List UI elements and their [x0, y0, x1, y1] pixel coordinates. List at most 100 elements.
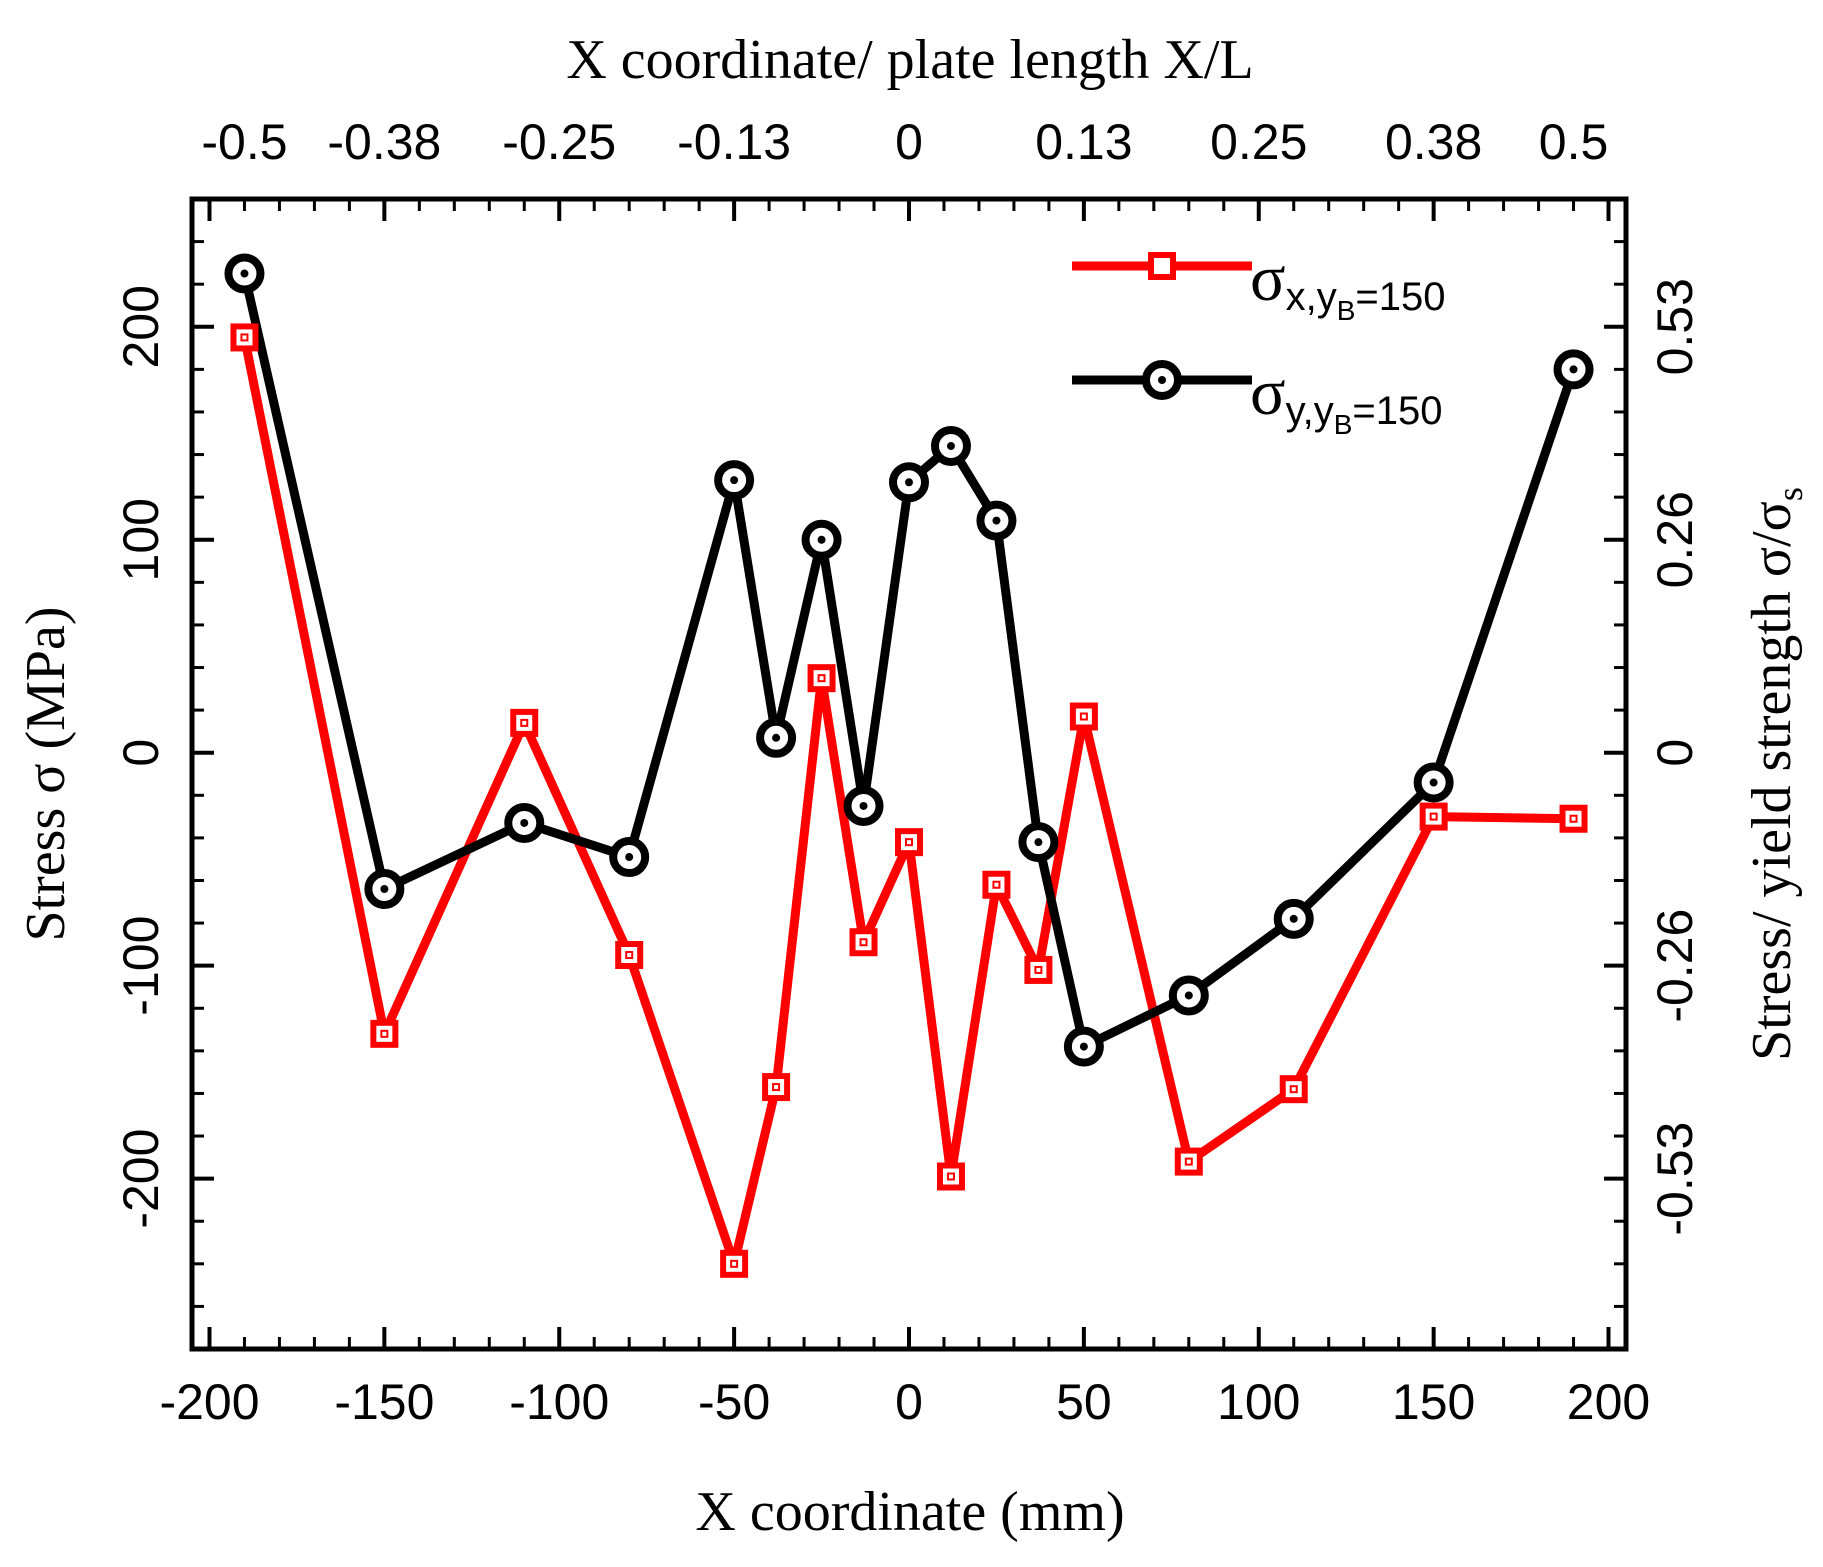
data-point-sigma-x [370, 1019, 399, 1048]
x-tick-label: -200 [159, 1374, 259, 1430]
x2-tick-label: -0.38 [327, 114, 441, 170]
legend-sigma-y-subsub: B [1334, 409, 1353, 440]
legend-sigma-x-main: σ [1250, 242, 1286, 315]
y2-tick-label: 0 [1647, 739, 1703, 767]
x2-tick-label: -0.13 [677, 114, 791, 170]
legend: σx,yB=150 σy,yB=150 [1072, 242, 1446, 440]
data-point-sigma-x-inner [240, 333, 249, 342]
data-point-sigma-y-dot [946, 442, 955, 451]
legend-sigma-y-main: σ [1250, 356, 1286, 429]
x2-tick-label: 0.5 [1539, 114, 1609, 170]
data-point-sigma-x [1279, 1075, 1308, 1104]
x2-tick-label: 0.38 [1385, 114, 1482, 170]
x2-tick-label: 0 [895, 114, 923, 170]
x-tick-label: 150 [1392, 1374, 1475, 1430]
data-point-sigma-x-inner [625, 951, 634, 960]
x-tick-label: -100 [509, 1374, 609, 1430]
data-point-sigma-x-inner [1184, 1157, 1193, 1166]
data-point-sigma-y-dot [625, 853, 634, 862]
y-tick-label: 0 [113, 739, 169, 767]
data-point-sigma-x [1559, 804, 1588, 833]
legend-marker-sigma-x [1148, 252, 1176, 280]
data-point-sigma-x-inner [992, 880, 1001, 889]
x2-axis-title: X coordinate/ plate length X/L [566, 29, 1253, 91]
data-point-sigma-x [230, 323, 259, 352]
legend-sigma-x-subsub: B [1337, 295, 1356, 326]
y2-axis-title-sub: s [1770, 487, 1810, 501]
legend-marker-sigma-y-dot [1158, 376, 1166, 384]
data-point-sigma-y-dot [1184, 991, 1193, 1000]
x-tick-label: 0 [895, 1374, 923, 1430]
legend-sigma-y-tail: =150 [1352, 389, 1442, 433]
data-point-sigma-y-dot [905, 478, 913, 487]
ticks [192, 199, 1626, 1349]
data-point-sigma-x [807, 664, 836, 693]
data-point-sigma-x-inner [817, 674, 826, 683]
data-point-sigma-x-inner [1429, 812, 1438, 821]
y2-axis-title-main: Stress/ yield strength σ/σ [1741, 501, 1803, 1061]
legend-label-sigma-x: σx,yB=150 [1250, 242, 1446, 326]
x2-tick-label: 0.25 [1210, 114, 1307, 170]
data-point-sigma-x [615, 941, 644, 970]
data-point-sigma-x [1174, 1147, 1203, 1176]
data-point-sigma-y-dot [1289, 914, 1298, 923]
data-point-sigma-x [982, 870, 1011, 899]
data-point-sigma-x-inner [946, 1172, 955, 1181]
data-point-sigma-y-dot [1569, 365, 1578, 374]
data-point-sigma-x-inner [730, 1259, 739, 1268]
data-point-sigma-x [849, 928, 878, 957]
data-point-sigma-y-dot [730, 476, 739, 485]
x2-tick-label: 0.13 [1035, 114, 1132, 170]
data-point-sigma-x [1419, 802, 1448, 831]
tick-labels: -200 -150 -100 -50 0 50 100 150 200 -0.5 -0.38 -0.2… [113, 114, 1703, 1430]
x-tick-label: 100 [1217, 1374, 1300, 1430]
data-point-sigma-x-inner [380, 1029, 389, 1038]
data-point-sigma-x [936, 1162, 965, 1191]
data-point-sigma-x [1024, 955, 1053, 984]
series-layer [224, 253, 1594, 1278]
data-point-sigma-y-dot [520, 818, 529, 827]
y-tick-label: 100 [113, 498, 169, 581]
data-point-sigma-y-dot [859, 801, 868, 810]
data-point-sigma-x [895, 828, 923, 857]
data-point-sigma-x-inner [1034, 965, 1043, 974]
x-tick-label: 200 [1567, 1374, 1650, 1430]
x-tick-label: -150 [334, 1374, 434, 1430]
data-point-sigma-y-dot [1034, 838, 1043, 847]
y2-tick-label: -0.53 [1647, 1122, 1703, 1236]
data-point-sigma-x [1069, 702, 1098, 731]
data-point-sigma-x [720, 1249, 749, 1278]
data-point-sigma-x-inner [1289, 1085, 1298, 1094]
x2-tick-label: -0.5 [201, 114, 287, 170]
y-tick-label: 200 [113, 285, 169, 368]
data-point-sigma-y-dot [1079, 1042, 1088, 1051]
x-axis-title: X coordinate (mm) [695, 1481, 1124, 1543]
data-point-sigma-y-dot [992, 516, 1001, 525]
data-point-sigma-y-dot [1429, 778, 1438, 787]
y2-axis-title: Stress/ yield strength σ/σs [1741, 487, 1810, 1061]
data-point-sigma-x-inner [772, 1083, 781, 1092]
data-point-sigma-y-dot [772, 733, 781, 742]
legend-label-sigma-y: σy,yB=150 [1250, 356, 1443, 440]
y2-tick-label: -0.26 [1647, 909, 1703, 1023]
data-point-sigma-x-inner [1079, 712, 1088, 721]
legend-sigma-x-sub: x,y [1286, 275, 1337, 319]
x2-tick-label: -0.25 [502, 114, 616, 170]
data-point-sigma-x [510, 708, 539, 737]
plot-frame [189, 196, 1629, 1352]
data-point-sigma-y-dot [240, 269, 249, 278]
data-point-sigma-x-inner [520, 718, 529, 727]
y-tick-label: -200 [113, 1129, 169, 1229]
data-point-sigma-x [762, 1073, 791, 1102]
y-tick-label: -100 [113, 916, 169, 1016]
data-point-sigma-y-dot [817, 535, 826, 544]
legend-sigma-y-sub: y,y [1286, 389, 1334, 433]
x-tick-label: 50 [1056, 1374, 1112, 1430]
data-point-sigma-x-inner [905, 838, 913, 847]
legend-sigma-x-tail: =150 [1355, 275, 1445, 319]
y-axis-title: Stress σ (MPa) [15, 606, 77, 941]
data-point-sigma-x-inner [1569, 814, 1578, 823]
y2-tick-label: 0.53 [1647, 278, 1703, 375]
x-tick-label: -50 [698, 1374, 770, 1430]
